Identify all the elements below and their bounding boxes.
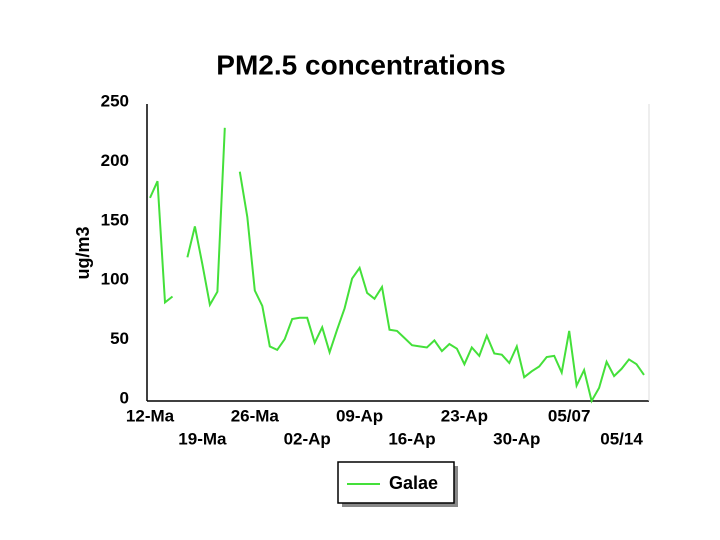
y-axis-label: ug/m3 [73, 226, 93, 279]
y-tick-label: 250 [101, 91, 129, 110]
x-tick-label: 05/07 [548, 406, 591, 425]
x-tick-label: 12-Ma [126, 406, 175, 425]
y-tick-label: 50 [110, 329, 129, 348]
x-tick-label: 09-Ap [336, 406, 383, 425]
chart-title: PM2.5 concentrations [216, 49, 505, 80]
y-tick-label: 150 [101, 210, 129, 229]
x-tick-label: 30-Ap [493, 429, 540, 448]
legend-label: Galae [389, 473, 438, 493]
data-line [149, 127, 645, 404]
y-tick-label: 100 [101, 270, 129, 289]
x-tick-label: 05/14 [600, 429, 643, 448]
x-tick-label: 26-Ma [231, 406, 280, 425]
y-tick-label: 0 [120, 388, 129, 407]
y-tick-label: 200 [101, 151, 129, 170]
x-tick-label: 02-Ap [284, 429, 331, 448]
x-tick-label: 23-Ap [441, 406, 488, 425]
x-tick-label: 16-Ap [388, 429, 435, 448]
legend-box [337, 461, 455, 504]
x-tick-label: 19-Ma [178, 429, 227, 448]
